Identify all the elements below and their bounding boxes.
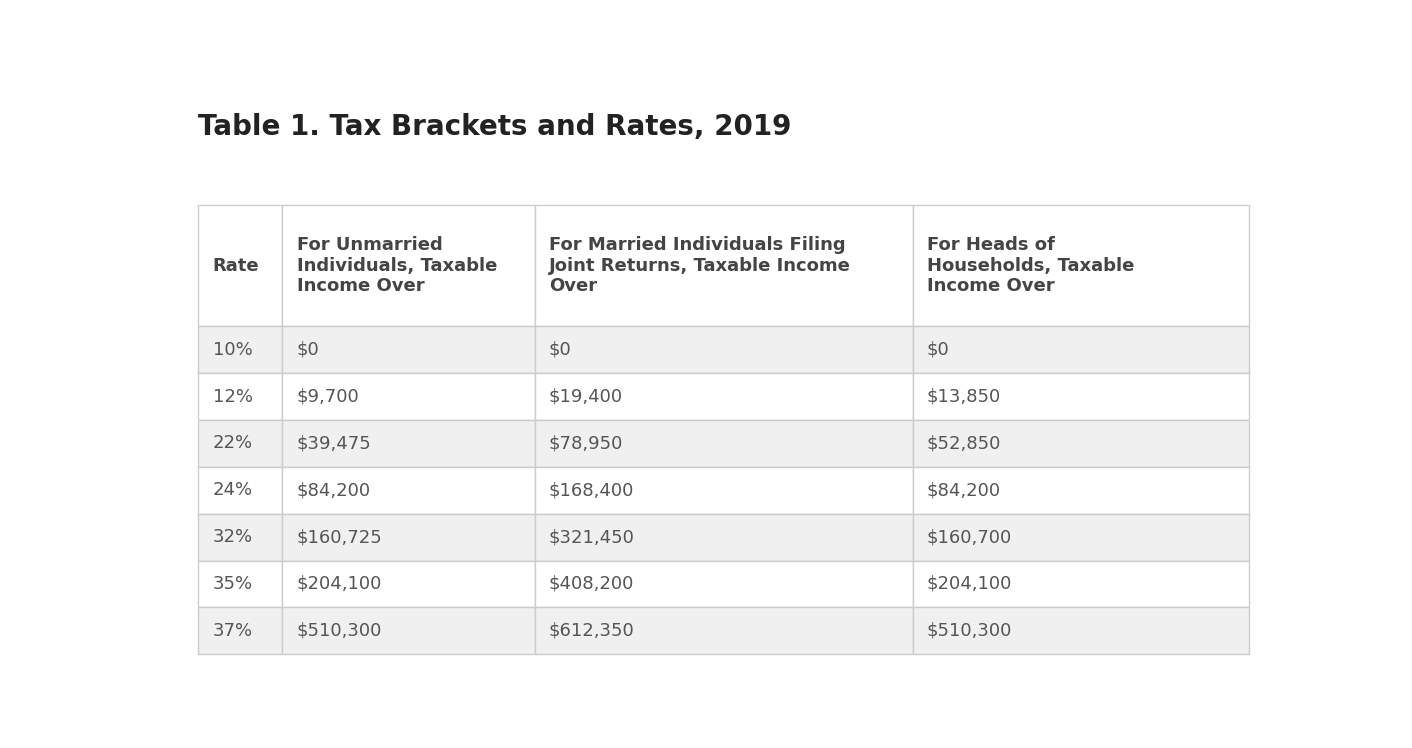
Bar (912, 373, 1250, 420)
Text: Rate: Rate (213, 257, 260, 275)
Bar (282, 373, 535, 420)
Text: $39,475: $39,475 (297, 435, 371, 453)
Text: 35%: 35% (213, 575, 253, 593)
Text: 22%: 22% (213, 435, 253, 453)
Bar (912, 607, 1250, 654)
Bar (282, 205, 535, 326)
Text: For Married Individuals Filing
Joint Returns, Taxable Income
Over: For Married Individuals Filing Joint Ret… (549, 236, 850, 295)
Bar (535, 560, 912, 607)
Text: $0: $0 (549, 340, 572, 359)
Bar (282, 560, 535, 607)
Text: For Heads of
Households, Taxable
Income Over: For Heads of Households, Taxable Income … (926, 236, 1134, 295)
Bar (282, 420, 535, 467)
Bar (535, 467, 912, 514)
Bar (282, 467, 535, 514)
Text: $408,200: $408,200 (549, 575, 634, 593)
Text: $0: $0 (297, 340, 319, 359)
Text: Table 1. Tax Brackets and Rates, 2019: Table 1. Tax Brackets and Rates, 2019 (198, 113, 792, 141)
Bar (535, 373, 912, 420)
Text: $321,450: $321,450 (549, 528, 634, 546)
Text: $9,700: $9,700 (297, 387, 360, 405)
Text: 32%: 32% (213, 528, 253, 546)
Text: 10%: 10% (213, 340, 253, 359)
Text: $13,850: $13,850 (926, 387, 1001, 405)
Text: $160,700: $160,700 (926, 528, 1012, 546)
Bar (912, 514, 1250, 560)
Text: $168,400: $168,400 (549, 481, 634, 499)
Bar (912, 205, 1250, 326)
Text: $84,200: $84,200 (297, 481, 371, 499)
Bar (198, 560, 282, 607)
Text: $510,300: $510,300 (297, 622, 383, 640)
Bar (198, 607, 282, 654)
Text: $0: $0 (926, 340, 950, 359)
Text: $19,400: $19,400 (549, 387, 623, 405)
Bar (535, 607, 912, 654)
Bar (912, 420, 1250, 467)
Bar (282, 514, 535, 560)
Text: For Unmarried
Individuals, Taxable
Income Over: For Unmarried Individuals, Taxable Incom… (297, 236, 497, 295)
Bar (912, 560, 1250, 607)
Text: $52,850: $52,850 (926, 435, 1001, 453)
Bar (282, 607, 535, 654)
Bar (535, 326, 912, 373)
Text: $204,100: $204,100 (297, 575, 383, 593)
Text: $84,200: $84,200 (926, 481, 1001, 499)
Text: $160,725: $160,725 (297, 528, 383, 546)
Bar (198, 467, 282, 514)
Bar (198, 205, 282, 326)
Text: 24%: 24% (213, 481, 253, 499)
Bar (198, 326, 282, 373)
Bar (535, 205, 912, 326)
Bar (535, 514, 912, 560)
Bar (535, 420, 912, 467)
Text: $612,350: $612,350 (549, 622, 634, 640)
Bar (282, 326, 535, 373)
Text: $510,300: $510,300 (926, 622, 1012, 640)
Bar (198, 420, 282, 467)
Text: 12%: 12% (213, 387, 253, 405)
Text: $204,100: $204,100 (926, 575, 1012, 593)
Bar (912, 467, 1250, 514)
Text: $78,950: $78,950 (549, 435, 623, 453)
Bar (912, 326, 1250, 373)
Bar (198, 373, 282, 420)
Text: 37%: 37% (213, 622, 253, 640)
Bar (198, 514, 282, 560)
